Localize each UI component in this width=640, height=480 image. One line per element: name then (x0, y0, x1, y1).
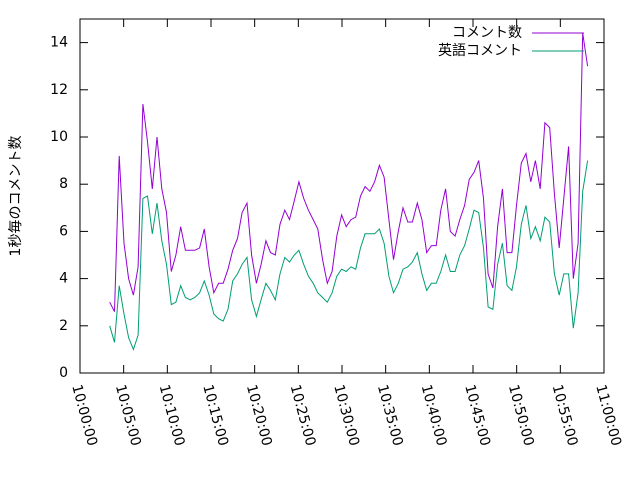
x-tick-label: 10:30:00 (330, 383, 362, 448)
series-line (109, 160, 589, 351)
x-tick-label: 11:00:00 (592, 383, 624, 448)
y-tick-label: 8 (59, 176, 68, 192)
x-tick-label: 10:00:00 (68, 383, 100, 448)
y-tick-label: 4 (59, 271, 68, 287)
plot-frame (79, 18, 605, 374)
y-tick-label: 2 (59, 318, 68, 334)
y-tick-label: 0 (59, 365, 68, 381)
x-tick-label: 10:15:00 (199, 383, 231, 448)
x-tick-label: 10:20:00 (243, 383, 275, 448)
series-line (109, 33, 589, 312)
x-tick-label: 10:25:00 (287, 383, 319, 448)
y-tick-label: 6 (59, 223, 68, 239)
x-tick-label: 10:35:00 (374, 383, 406, 448)
x-tick-label: 10:50:00 (505, 383, 537, 448)
y-tick-label: 12 (50, 82, 68, 98)
y-axis-label: 1秒毎のコメント数 (8, 136, 24, 257)
x-tick-label: 10:45:00 (461, 383, 493, 448)
x-tick-label: 10:10:00 (156, 383, 188, 448)
y-tick-label: 10 (50, 129, 68, 145)
x-tick-label: 10:55:00 (549, 383, 581, 448)
x-tick-label: 10:40:00 (418, 383, 450, 448)
legend-label: コメント数 (452, 25, 522, 41)
legend-label: 英語コメント (438, 42, 522, 59)
x-tick-label: 10:05:00 (112, 383, 144, 448)
y-tick-label: 14 (50, 35, 68, 51)
